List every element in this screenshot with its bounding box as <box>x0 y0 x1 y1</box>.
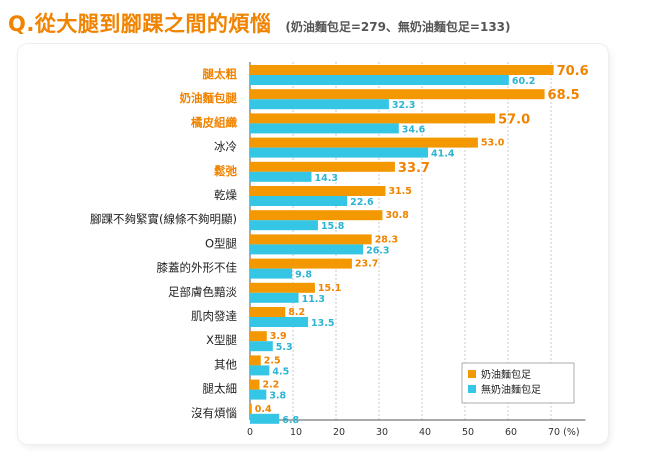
data-label-series1-1: 68.5 <box>548 88 580 103</box>
data-label-series1-3: 53.0 <box>481 138 505 149</box>
bar-series1-7 <box>250 234 372 245</box>
bar-series2-11 <box>250 341 273 352</box>
x-tick-label-30: 30 <box>376 427 388 438</box>
category-label-0: 腿太粗 <box>203 67 238 81</box>
data-label-series2-2: 34.6 <box>402 124 426 135</box>
x-tick-label-40: 40 <box>419 427 431 438</box>
data-label-series2-13: 3.8 <box>269 391 286 402</box>
category-label-1: 奶油麵包腿 <box>180 91 238 105</box>
bar-series2-5 <box>250 196 348 206</box>
bar-series2-2 <box>250 123 399 134</box>
data-label-series2-14: 6.8 <box>282 415 299 426</box>
data-label-series1-2: 57.0 <box>498 112 530 127</box>
bar-series2-3 <box>250 147 429 158</box>
category-label-2: 橘皮組織 <box>190 115 237 129</box>
bar-series2-8 <box>250 268 293 279</box>
chart-title: Q.從大腿到腳踝之間的煩惱 <box>8 12 272 36</box>
category-label-6: 腳踝不夠緊實(線條不夠明顯) <box>90 212 237 226</box>
category-label-7: O型腿 <box>205 236 238 250</box>
x-tick-label-0: 0 <box>247 427 253 438</box>
title-row: Q.從大腿到腳踝之間的煩惱 (奶油麵包足=279、無奶油麵包足=133) <box>8 8 511 44</box>
data-label-series1-4: 33.7 <box>398 161 430 176</box>
x-tick-label-50: 50 <box>462 427 474 438</box>
data-label-series2-8: 9.8 <box>295 270 312 281</box>
bar-series1-6 <box>250 210 383 221</box>
data-label-series1-5: 31.5 <box>388 186 411 197</box>
bar-series1-0 <box>250 65 554 75</box>
data-label-series1-7: 28.3 <box>375 234 398 245</box>
bar-series1-14 <box>250 403 252 414</box>
category-label-4: 鬆弛 <box>214 164 237 178</box>
category-label-13: 腿太細 <box>203 382 238 396</box>
data-label-series1-9: 15.1 <box>318 283 341 294</box>
data-label-series1-0: 70.6 <box>557 64 589 79</box>
category-label-11: X型腿 <box>206 333 237 347</box>
bar-series2-10 <box>250 317 309 327</box>
chart-subtitle: (奶油麵包足=279、無奶油麵包足=133) <box>285 20 511 34</box>
bar-series2-0 <box>250 75 509 85</box>
category-label-8: 膝蓋的外形不佳 <box>157 261 238 275</box>
legend-swatch-2 <box>468 385 476 393</box>
legend-label-2: 無奶油麵包足 <box>481 383 541 396</box>
category-label-10: 肌肉發達 <box>191 309 237 323</box>
bar-series2-4 <box>250 171 312 182</box>
x-tick-label-20: 20 <box>333 427 345 438</box>
data-label-series2-4: 14.3 <box>314 173 337 184</box>
bar-series1-3 <box>250 137 478 148</box>
data-label-series1-11: 3.9 <box>270 331 287 342</box>
legend-label-1: 奶油麵包足 <box>481 368 531 381</box>
bar-series1-2 <box>250 113 496 124</box>
bar-series1-5 <box>250 186 386 196</box>
x-tick-label-70: 70 (%) <box>548 427 580 438</box>
category-label-3: 冰冷 <box>214 140 237 154</box>
bar-series1-4 <box>250 161 395 172</box>
data-label-series2-12: 4.5 <box>272 366 289 377</box>
data-label-series2-11: 5.3 <box>276 342 293 353</box>
bar-series1-13 <box>250 379 260 390</box>
x-tick-label-60: 60 <box>505 427 517 438</box>
bar-series2-6 <box>250 220 318 231</box>
data-label-series1-13: 2.2 <box>262 380 279 391</box>
data-label-series2-10: 13.5 <box>311 318 334 329</box>
bar-series2-9 <box>250 292 299 303</box>
bar-series2-7 <box>250 244 364 255</box>
bar-series1-1 <box>250 89 545 100</box>
bar-series2-14 <box>250 413 280 424</box>
bar-series1-8 <box>250 258 352 269</box>
x-tick-label-10: 10 <box>290 427 302 438</box>
bar-series1-12 <box>250 355 261 366</box>
bar-series1-9 <box>250 282 315 293</box>
legend-swatch-1 <box>468 370 476 378</box>
data-label-series2-1: 32.3 <box>392 100 415 111</box>
legend-box <box>461 362 575 404</box>
data-label-series1-6: 30.8 <box>385 210 409 221</box>
data-label-series1-12: 2.5 <box>264 355 281 366</box>
data-label-series1-8: 23.7 <box>355 259 378 270</box>
bar-series2-12 <box>250 365 270 376</box>
data-label-series1-14: 0.4 <box>255 404 272 415</box>
data-label-series2-5: 22.6 <box>350 197 374 208</box>
bar-series2-1 <box>250 99 389 110</box>
data-label-series2-6: 15.8 <box>321 221 345 232</box>
data-label-series2-0: 60.2 <box>512 76 535 87</box>
category-label-5: 乾燥 <box>214 188 237 202</box>
data-label-series2-3: 41.4 <box>431 149 455 160</box>
data-label-series2-9: 11.3 <box>302 294 325 305</box>
bar-series1-10 <box>250 307 286 317</box>
category-label-14: 沒有煩惱 <box>191 406 237 420</box>
data-label-series2-7: 26.3 <box>366 245 389 256</box>
bar-series2-13 <box>250 389 267 400</box>
category-label-9: 足部膚色黯淡 <box>168 285 237 299</box>
category-label-12: 其他 <box>214 357 237 371</box>
data-label-series1-10: 8.2 <box>288 307 305 318</box>
bar-series1-11 <box>250 331 267 342</box>
